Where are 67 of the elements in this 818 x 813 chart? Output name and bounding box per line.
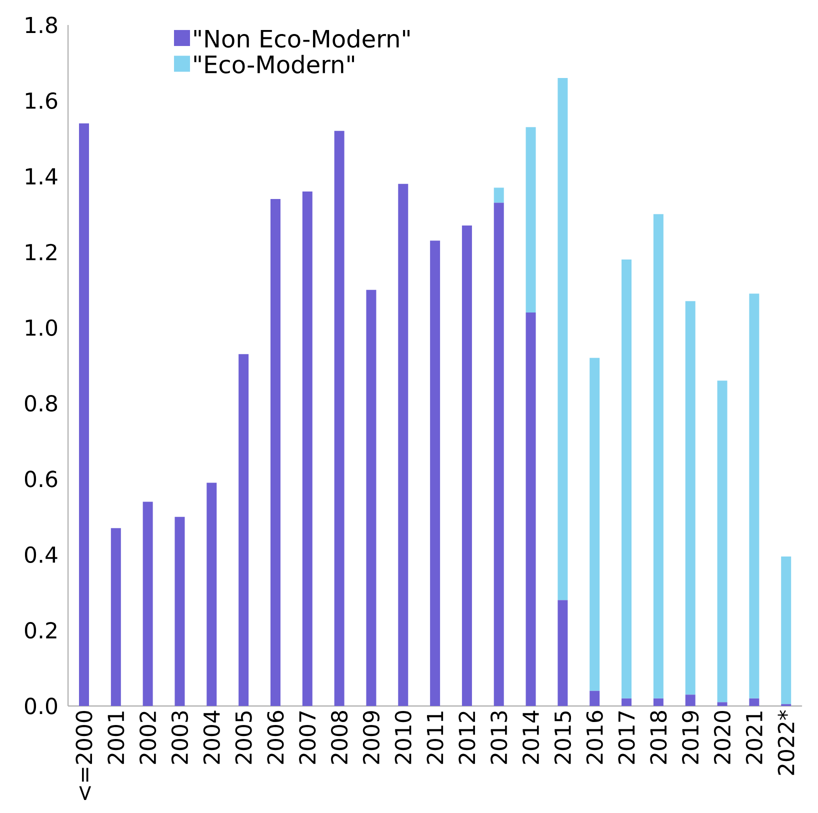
bar	[685, 694, 696, 706]
bar	[781, 556, 792, 704]
bar	[494, 188, 504, 203]
bar	[526, 127, 536, 313]
bar	[685, 301, 696, 695]
x-tick-label: 2014	[522, 710, 540, 764]
x-tick-label: 2002	[140, 712, 156, 764]
x-tick-label: 2019	[682, 711, 699, 764]
y-tick-label: 0.0	[24, 698, 58, 714]
x-tick-label: 2020	[714, 711, 731, 764]
y-tick-label: 0.6	[24, 470, 58, 488]
bar	[653, 698, 664, 706]
bar	[142, 502, 153, 706]
x-tick-label: 2009	[362, 711, 380, 764]
x-tick-label: 2005	[235, 711, 252, 764]
x-tick-label: 2018	[650, 711, 667, 764]
legend-label: "Eco-Modern"	[194, 54, 354, 74]
bar	[558, 600, 568, 706]
bar	[558, 78, 568, 600]
x-tick-label: 2010	[394, 711, 412, 764]
bar	[110, 528, 121, 706]
x-tick-label: 2004	[203, 710, 220, 764]
bar	[526, 312, 536, 706]
bar	[622, 260, 632, 698]
y-tick-label: 0.4	[24, 546, 58, 563]
bar	[462, 226, 472, 706]
y-tick-label: 1.0	[26, 319, 58, 336]
x-tick-label: 2013	[490, 711, 508, 764]
x-tick-label: 2011	[426, 712, 444, 764]
bar	[717, 380, 728, 702]
bar	[366, 290, 376, 706]
x-tick-label: 2012	[458, 712, 476, 764]
bar	[302, 191, 312, 706]
y-tick-label: 1.8	[26, 16, 58, 34]
x-tick-label: 2003	[171, 711, 188, 764]
bar	[717, 702, 728, 706]
y-tick-label: 0.8	[24, 395, 58, 412]
y-tick-label: 1.2	[26, 244, 56, 260]
x-tick-label: 2017	[618, 711, 635, 764]
bar	[590, 690, 600, 706]
bar	[334, 130, 344, 706]
x-tick-label: 2006	[267, 710, 284, 764]
bar	[206, 482, 217, 706]
bar	[749, 294, 760, 698]
bar	[398, 184, 408, 706]
x-tick-label: 2022*	[778, 710, 794, 775]
bar	[653, 214, 664, 698]
y-tick-label: 1.4	[26, 168, 58, 184]
x-tick-label: 2015	[554, 711, 572, 764]
x-tick-label: 2007	[299, 711, 316, 764]
bar	[238, 354, 249, 706]
x-tick-label: 2021	[746, 712, 763, 764]
bar	[270, 199, 280, 706]
y-tick-label: 1.6	[26, 92, 58, 109]
bar	[494, 202, 504, 706]
x-tick-label: <=2000	[76, 711, 92, 800]
bar	[590, 358, 600, 691]
bar	[79, 123, 89, 706]
bar	[749, 698, 760, 706]
x-tick-label: 2001	[108, 712, 124, 764]
legend-label: "Non Eco-Modern"	[194, 29, 410, 48]
bar	[174, 516, 185, 706]
bar	[622, 698, 632, 706]
x-tick-label: 2008	[330, 711, 348, 764]
x-tick-label: 2016	[586, 710, 603, 764]
y-tick-label: 0.2	[24, 622, 56, 639]
bar	[430, 240, 440, 706]
